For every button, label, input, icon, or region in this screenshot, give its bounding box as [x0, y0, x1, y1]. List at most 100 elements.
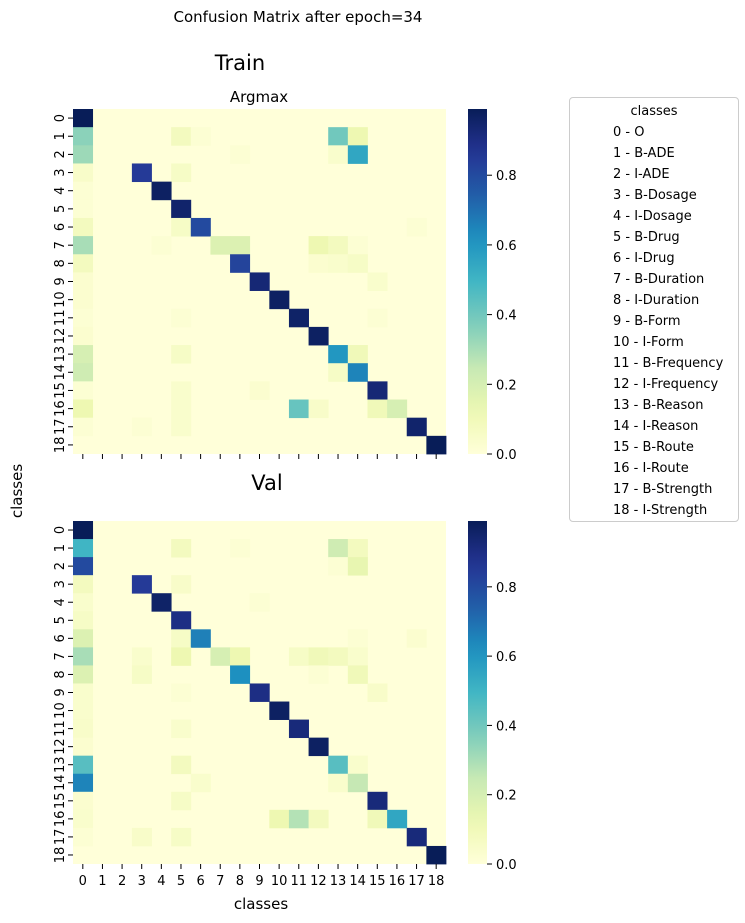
heatmap-cell — [347, 773, 368, 793]
heatmap-cell — [308, 737, 329, 757]
heatmap-cell — [131, 417, 152, 437]
heatmap-cell — [171, 417, 192, 437]
heatmap-cell — [73, 345, 94, 364]
x-tick-label: 6 — [196, 874, 204, 889]
legend-item: 17 - B-Strength — [613, 482, 713, 497]
heatmap-cell — [190, 217, 211, 237]
heatmap-cell — [171, 827, 192, 847]
heatmap-cell — [151, 236, 172, 255]
y-tick-label: 4 — [53, 598, 68, 606]
colorbar-gradient — [468, 521, 487, 864]
heatmap-cell — [347, 665, 368, 684]
train-panel-subtitle: Argmax — [230, 88, 288, 106]
heatmap-cell — [347, 755, 368, 775]
figure-x-label: classes — [234, 895, 288, 913]
heatmap-cell — [73, 326, 94, 346]
x-tick-label: 1 — [98, 874, 106, 889]
heatmap-cell — [190, 127, 211, 146]
heatmap-cell — [73, 109, 94, 128]
heatmap-cell — [73, 719, 94, 739]
heatmap-cell — [347, 145, 368, 164]
heatmap-cell — [367, 308, 388, 328]
heatmap-cell — [230, 145, 251, 164]
legend-item: 10 - I-Form — [613, 335, 684, 350]
colorbar-tick-label: 0.6 — [496, 239, 517, 254]
legend-item: 14 - I-Reason — [613, 419, 699, 434]
colorbar-tick-label: 0.8 — [496, 169, 517, 184]
heatmap-cell — [171, 647, 192, 666]
legend-item: 3 - B-Dosage — [613, 188, 697, 203]
heatmap-cell — [426, 435, 447, 455]
x-tick-label: 8 — [236, 874, 244, 889]
heatmap-cell — [249, 272, 270, 291]
heatmap-cell — [328, 773, 349, 793]
heatmap-cell — [249, 683, 270, 702]
y-tick-label: 1 — [53, 132, 68, 140]
y-tick-label: 9 — [53, 688, 68, 696]
heatmap-cell — [73, 181, 94, 201]
heatmap-cell — [73, 539, 94, 558]
heatmap-cell — [171, 539, 192, 558]
colorbar-tick-label: 0.0 — [496, 448, 517, 463]
colorbar-tick-label: 0.2 — [496, 378, 517, 393]
heatmap-cell — [249, 593, 270, 612]
heatmap-cell — [347, 345, 368, 364]
legend-item: 1 - B-ADE — [613, 146, 675, 161]
heatmap-cell — [171, 308, 192, 328]
heatmap-cell — [171, 127, 192, 146]
heatmap-cell — [406, 417, 427, 437]
y-tick-label: 12 — [53, 328, 68, 345]
heatmap-cell — [73, 417, 94, 437]
heatmap-cell — [131, 163, 152, 183]
x-tick-label: 13 — [330, 874, 347, 889]
heatmap-cell — [269, 701, 290, 720]
colorbar-tick-label: 0.2 — [496, 789, 517, 804]
colorbar-tick-label: 0.8 — [496, 581, 517, 596]
heatmap-cell — [347, 557, 368, 576]
y-tick-label: 8 — [53, 259, 68, 267]
y-tick-label: 0 — [53, 526, 68, 534]
y-tick-label: 15 — [53, 382, 68, 399]
heatmap-cell — [73, 827, 94, 847]
heatmap-cell — [73, 363, 94, 382]
heatmap-cell — [328, 363, 349, 382]
heatmap-cell — [308, 326, 329, 346]
figure-y-label: classes — [8, 464, 26, 518]
heatmap-cell — [73, 236, 94, 255]
heatmap-cell — [73, 737, 94, 757]
heatmap-cell — [288, 647, 309, 666]
heatmap-cell — [328, 254, 349, 273]
y-tick-label: 13 — [53, 756, 68, 773]
x-tick-label: 16 — [389, 874, 406, 889]
y-tick-label: 14 — [53, 774, 68, 791]
heatmap-cell — [171, 629, 192, 648]
y-tick-label: 6 — [53, 223, 68, 231]
figure-suptitle: Confusion Matrix after epoch=34 — [174, 8, 423, 26]
heatmap-cell — [347, 254, 368, 273]
heatmap-cell — [131, 575, 152, 594]
heatmap-cell — [426, 845, 447, 865]
x-tick-label: 4 — [157, 874, 165, 889]
heatmap-cell — [308, 647, 329, 666]
x-tick-label: 15 — [369, 874, 386, 889]
y-tick-label: 5 — [53, 205, 68, 213]
y-tick-label: 18 — [53, 437, 68, 454]
heatmap-cell — [73, 611, 94, 630]
heatmap-cell — [171, 683, 192, 702]
heatmap-cell — [328, 236, 349, 255]
y-tick-label: 16 — [53, 811, 68, 828]
y-tick-label: 4 — [53, 187, 68, 195]
class-legend: classes 0 - O 1 - B-ADE 2 - I-ADE 3 - B-Dos… — [569, 97, 739, 522]
y-tick-label: 6 — [53, 634, 68, 642]
heatmap-cell — [190, 773, 211, 793]
heatmap-cell — [73, 199, 94, 219]
train-panel-title: Train — [214, 51, 265, 75]
colorbar-tick-label: 0.4 — [496, 719, 517, 734]
y-tick-label: 13 — [53, 346, 68, 363]
heatmap-cell — [230, 539, 251, 558]
y-tick-label: 2 — [53, 562, 68, 570]
y-tick-label: 15 — [53, 793, 68, 810]
heatmap-cell — [171, 217, 192, 237]
heatmap-cell — [210, 236, 231, 255]
